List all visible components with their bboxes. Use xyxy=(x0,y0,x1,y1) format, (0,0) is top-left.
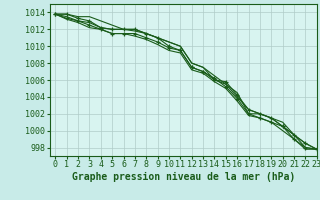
X-axis label: Graphe pression niveau de la mer (hPa): Graphe pression niveau de la mer (hPa) xyxy=(72,172,295,182)
